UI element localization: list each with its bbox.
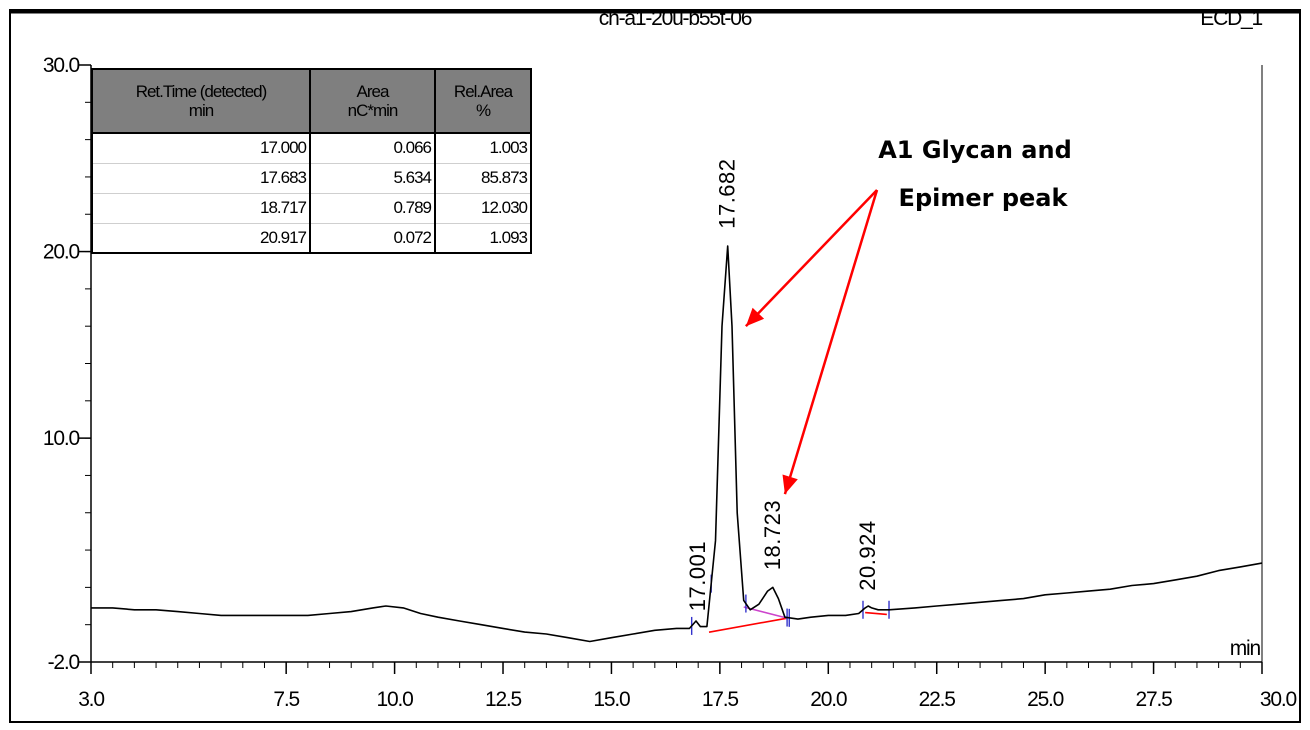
annotation-arrowhead (745, 307, 765, 327)
cell-rel-area: 1.003 (434, 133, 532, 164)
y-tick-label: 20.0 (43, 241, 80, 264)
x-tick-label: 12.5 (485, 688, 522, 711)
table-row: 17.000 0.066 1.003 (91, 133, 532, 164)
x-tick-label: 7.5 (273, 688, 299, 711)
integration-baseline (865, 611, 887, 616)
y-tick-label: 30.0 (43, 54, 80, 77)
peak-label: 17.001 (685, 541, 710, 611)
header-area: Area nC*min (309, 68, 436, 134)
cell-ret-time: 20.917 (91, 223, 311, 254)
table-row: 20.917 0.072 1.093 (91, 223, 532, 254)
x-axis-ticks: 3.0 7.5 10.0 12.5 15.0 17.5 20.0 22.5 25.0 27.5 30… (78, 662, 1298, 711)
annotation-arrowhead (782, 474, 798, 495)
results-table: Ret.Time (detected) min Area nC*min Rel.Ar… (91, 68, 532, 254)
x-tick-label: 30.0 (1260, 688, 1297, 711)
x-tick-label: 10.0 (377, 688, 414, 711)
peak-labels: 17.001 17.682 18.723 20.924 (685, 158, 880, 611)
cell-ret-time: 18.717 (91, 193, 311, 224)
x-tick-label: 22.5 (919, 688, 956, 711)
annotation-line-1: A1 Glycan and (878, 136, 1072, 164)
series-line (91, 245, 1263, 643)
cell-rel-area: 1.093 (434, 223, 532, 254)
y-tick-label: -2.0 (48, 651, 80, 674)
annotation-arrow-line (744, 189, 878, 328)
y-tick-label: 10.0 (43, 427, 80, 450)
x-tick-label: 17.5 (702, 688, 739, 711)
x-axis-unit-label: min (1230, 637, 1261, 660)
annotation: A1 Glycan and Epimer peak (744, 136, 1072, 495)
x-tick-label: 25.0 (1027, 688, 1064, 711)
x-tick-label: 27.5 (1136, 688, 1173, 711)
cell-area: 0.066 (309, 133, 436, 164)
cell-rel-area: 85.873 (434, 163, 532, 194)
cell-rel-area: 12.030 (434, 193, 532, 224)
integration-baseline (708, 617, 788, 633)
table-row: 17.683 5.634 85.873 (91, 163, 532, 194)
annotation-line-2: Epimer peak (899, 184, 1069, 212)
cell-area: 5.634 (309, 163, 436, 194)
table-row: 18.717 0.789 12.030 (91, 193, 532, 224)
x-tick-label: 3.0 (78, 688, 104, 711)
cell-ret-time: 17.000 (91, 133, 311, 164)
cell-area: 0.789 (309, 193, 436, 224)
header-rel-area: Rel.Area% (434, 68, 532, 134)
header-ret-time: Ret.Time (detected) min (91, 68, 311, 134)
chart-title: cn-a1-20u-b55t-06 (599, 7, 752, 30)
y-axis-ticks: 30.0 20.0 10.0 -2.0 (43, 54, 91, 674)
detector-label: ECD_1 (1200, 7, 1262, 30)
cell-ret-time: 17.683 (91, 163, 311, 194)
peak-label: 20.924 (855, 520, 880, 590)
cell-area: 0.072 (309, 223, 436, 254)
peak-label: 17.682 (715, 158, 740, 228)
table-header-row: Ret.Time (detected) min Area nC*min Rel.Ar… (91, 68, 532, 134)
x-tick-label: 15.0 (593, 688, 630, 711)
x-tick-label: 20.0 (810, 688, 847, 711)
peak-label: 18.723 (760, 500, 785, 570)
annotation-arrow-line (783, 189, 879, 495)
